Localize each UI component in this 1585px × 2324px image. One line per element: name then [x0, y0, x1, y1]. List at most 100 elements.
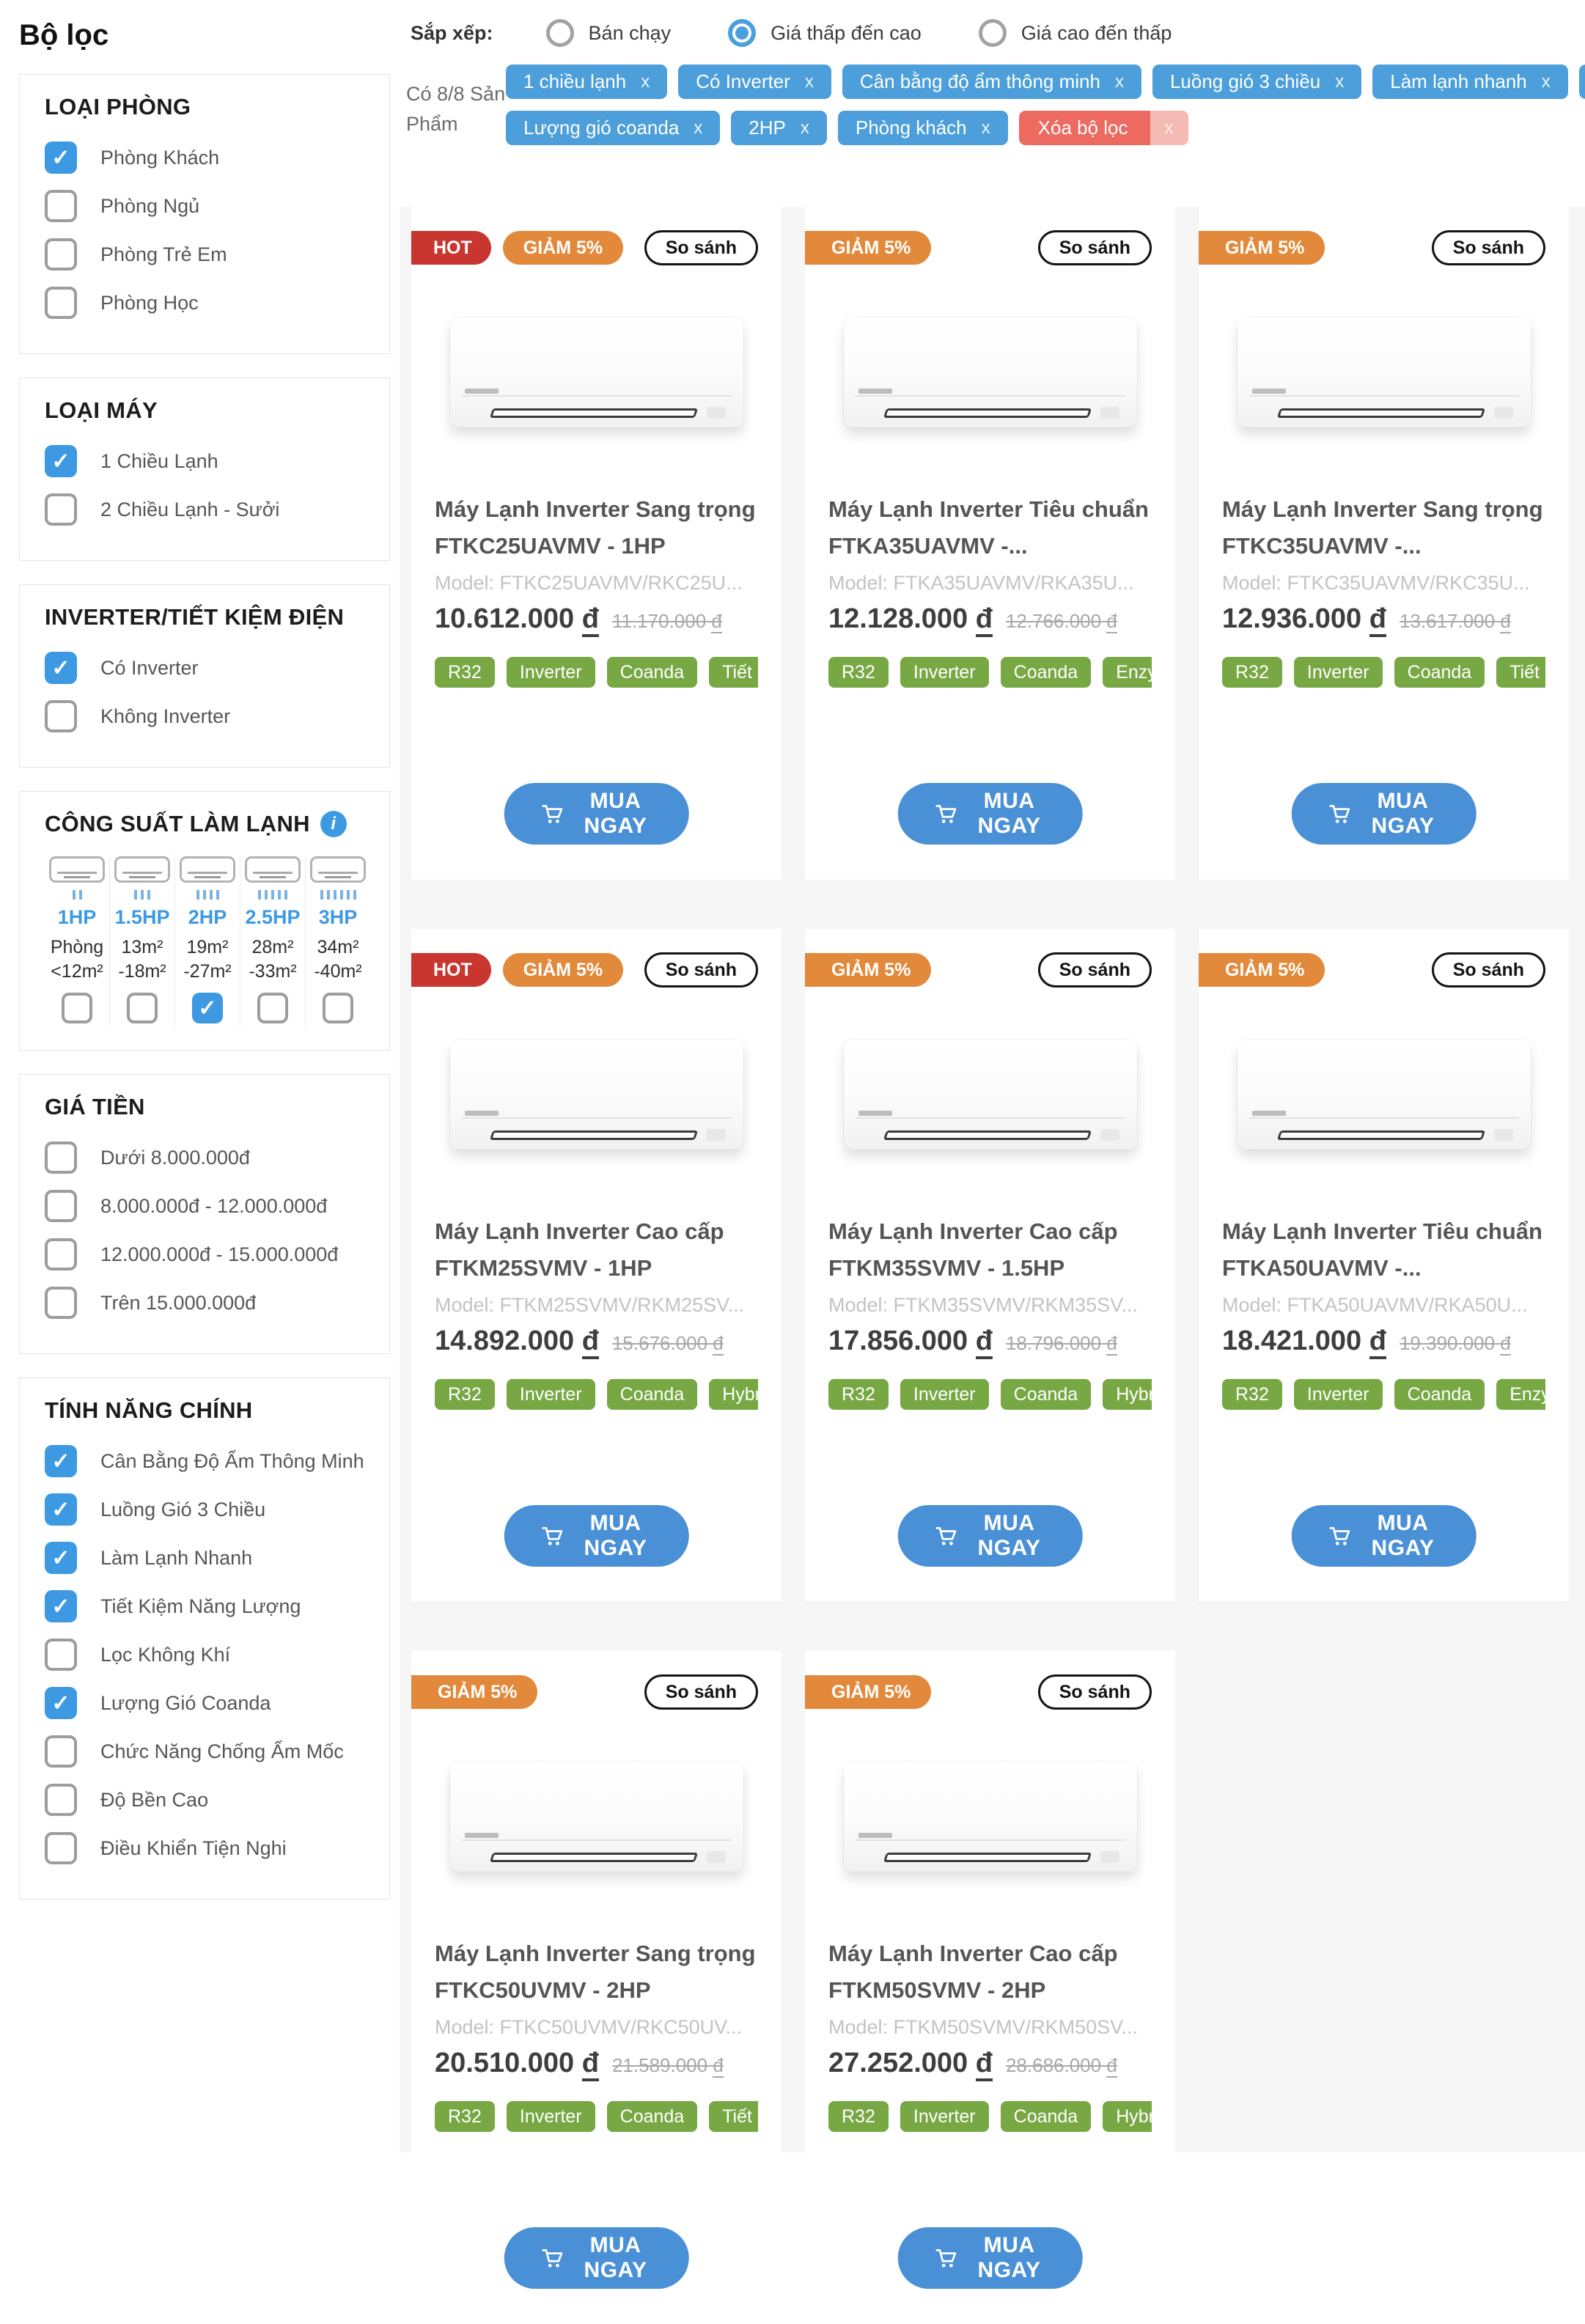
- product-title[interactable]: Máy Lạnh Inverter Cao cấp FTKM50SVMV - 2…: [828, 1941, 1118, 2004]
- badges-row: GIẢM 5% So sánh: [1199, 952, 1545, 988]
- filter-checkbox-gia-tien-2[interactable]: 12.000.000đ - 15.000.000đ: [45, 1235, 370, 1274]
- filter-checkbox-tinh-nang-0[interactable]: ✓ Cân Bằng Độ Ẩm Thông Minh: [45, 1441, 370, 1481]
- filter-chip[interactable]: 1 chiều lạnh x: [506, 65, 668, 99]
- filter-checkbox-gia-tien-1[interactable]: 8.000.000đ - 12.000.000đ: [45, 1186, 370, 1226]
- compare-button[interactable]: So sánh: [644, 1674, 758, 1710]
- checkbox-unchecked[interactable]: [62, 993, 92, 1023]
- product-image[interactable]: [828, 988, 1152, 1202]
- brand-logo-mark: [464, 1111, 499, 1116]
- checkbox-unchecked[interactable]: [257, 993, 288, 1023]
- filter-checkbox-tinh-nang-4[interactable]: Lọc Không Khí: [45, 1635, 370, 1674]
- sort-option-1[interactable]: Giá thấp đến cao: [728, 19, 922, 47]
- filter-checkbox-tinh-nang-3[interactable]: ✓ Tiết Kiệm Năng Lượng: [45, 1586, 370, 1626]
- buy-now-button[interactable]: MUA NGAY: [1291, 1505, 1476, 1567]
- checkbox-label: Không Inverter: [100, 705, 231, 727]
- filter-checkbox-tinh-nang-5[interactable]: ✓ Lượng Gió Coanda: [45, 1683, 370, 1723]
- product-image[interactable]: [828, 265, 1152, 479]
- filter-chip[interactable]: Làm lạnh nhanh x: [1372, 65, 1568, 99]
- buy-now-button[interactable]: MUA NGAY: [897, 783, 1083, 845]
- product-title[interactable]: Máy Lạnh Inverter Sang trọng FTKC25UAVMV…: [435, 496, 756, 559]
- compare-button[interactable]: So sánh: [1037, 230, 1152, 265]
- info-icon[interactable]: i: [320, 811, 347, 837]
- buy-now-label: MUA NGAY: [1371, 789, 1435, 838]
- checkbox-unchecked[interactable]: [323, 993, 353, 1023]
- product-image[interactable]: [435, 988, 758, 1202]
- buy-now-button[interactable]: MUA NGAY: [897, 1505, 1083, 1567]
- sort-option-2[interactable]: Giá cao đến thấp: [978, 19, 1172, 47]
- sort-option-0[interactable]: Bán chạy: [545, 19, 671, 47]
- filter-checkbox-loai-phong-2[interactable]: Phòng Trẻ Em: [45, 235, 370, 274]
- remove-chip-icon[interactable]: x: [981, 117, 990, 138]
- checkbox-unchecked: [45, 287, 77, 319]
- filter-checkbox-gia-tien-3[interactable]: Trên 15.000.000đ: [45, 1283, 370, 1323]
- remove-chip-icon[interactable]: x: [800, 117, 809, 138]
- hot-badge: HOT: [411, 231, 491, 265]
- compare-button[interactable]: So sánh: [1037, 952, 1152, 988]
- airflow-tick: [278, 890, 281, 900]
- remove-chip-icon[interactable]: x: [804, 71, 814, 92]
- product-title[interactable]: Máy Lạnh Inverter Sang trọng FTKC35UAVMV…: [1222, 496, 1543, 559]
- filter-chip[interactable]: Cân bằng độ ẩm thông minh x: [842, 65, 1141, 99]
- filter-chip[interactable]: Luồng gió 3 chiều x: [1152, 65, 1362, 99]
- filter-checkbox-loai-may-0[interactable]: ✓ 1 Chiều Lạnh: [45, 441, 370, 481]
- product-image[interactable]: [1222, 265, 1545, 479]
- product-old-price: 18.796.000 đ: [1005, 1332, 1117, 1356]
- clear-filters-chip[interactable]: Xóa bộ lọc x: [1018, 111, 1188, 145]
- remove-chip-icon[interactable]: x: [1541, 71, 1551, 92]
- filter-checkbox-inverter-1[interactable]: Không Inverter: [45, 696, 370, 736]
- filter-chip[interactable]: Phòng khách x: [837, 111, 1008, 145]
- buy-now-button[interactable]: MUA NGAY: [1291, 783, 1476, 845]
- capacity-hp-label: 2.5HP: [245, 906, 301, 928]
- airflow-ticks: [258, 889, 287, 900]
- product-title[interactable]: Máy Lạnh Inverter Tiêu chuẩn FTKA50UAVMV…: [1222, 1218, 1542, 1281]
- compare-button[interactable]: So sánh: [644, 952, 758, 988]
- filter-checkbox-tinh-nang-2[interactable]: ✓ Làm Lạnh Nhanh: [45, 1538, 370, 1578]
- filter-checkbox-loai-phong-0[interactable]: ✓ Phòng Khách: [45, 138, 370, 177]
- chip-label: Cân bằng độ ẩm thông minh: [859, 70, 1100, 92]
- filter-checkbox-gia-tien-0[interactable]: Dưới 8.000.000đ: [45, 1138, 370, 1177]
- product-image[interactable]: [828, 1710, 1152, 1924]
- remove-chip-icon[interactable]: x: [1150, 111, 1188, 145]
- filter-checkbox-tinh-nang-1[interactable]: ✓ Luồng Gió 3 Chiều: [45, 1490, 370, 1529]
- filter-chip[interactable]: Có Inverter x: [678, 65, 831, 99]
- filter-checkbox-loai-may-1[interactable]: 2 Chiều Lạnh - Sưởi: [45, 490, 370, 529]
- product-old-price: 19.390.000 đ: [1399, 1332, 1511, 1356]
- filter-checkbox-tinh-nang-6[interactable]: Chức Năng Chống Ẩm Mốc: [45, 1732, 370, 1771]
- filter-checkbox-tinh-nang-8[interactable]: Điều Khiển Tiện Nghi: [45, 1828, 370, 1868]
- filter-chip[interactable]: Lượng gió coanda x: [506, 111, 721, 145]
- product-image[interactable]: [435, 1710, 758, 1924]
- filter-checkbox-inverter-0[interactable]: ✓ Có Inverter: [45, 648, 370, 688]
- buy-now-button[interactable]: MUA NGAY: [504, 1505, 689, 1567]
- filter-chip[interactable]: 2HP x: [731, 111, 827, 145]
- product-title[interactable]: Máy Lạnh Inverter Tiêu chuẩn FTKA35UAVMV…: [828, 496, 1149, 559]
- compare-button[interactable]: So sánh: [1431, 230, 1545, 265]
- product-title[interactable]: Máy Lạnh Inverter Sang trọng FTKC50UVMV …: [435, 1941, 756, 2004]
- remove-chip-icon[interactable]: x: [1335, 71, 1345, 92]
- filter-checkbox-tinh-nang-7[interactable]: Độ Bền Cao: [45, 1780, 370, 1820]
- filter-chip[interactable]: Tiết kiệm năng lượngx: [1578, 65, 1585, 99]
- result-count: Có 8/8 Sản Phẩm: [406, 83, 506, 135]
- product-image[interactable]: [435, 265, 758, 479]
- capacity-area-line1: 28m²: [251, 937, 294, 957]
- buy-now-button[interactable]: MUA NGAY: [897, 2227, 1083, 2289]
- product-title[interactable]: Máy Lạnh Inverter Cao cấp FTKM25SVMV - 1…: [435, 1218, 724, 1281]
- buy-now-button[interactable]: MUA NGAY: [504, 2227, 689, 2289]
- remove-chip-icon[interactable]: x: [1114, 71, 1124, 92]
- buy-now-button[interactable]: MUA NGAY: [504, 783, 689, 845]
- badges-row: GIẢM 5% So sánh: [411, 1674, 758, 1710]
- product-card: GIẢM 5% So sánh Máy Lạnh Inverter Cao cấ…: [805, 1651, 1175, 2324]
- product-image[interactable]: [1222, 988, 1545, 1202]
- remove-chip-icon[interactable]: x: [641, 71, 650, 92]
- remove-chip-icon[interactable]: x: [694, 117, 703, 138]
- checkbox-label: Phòng Ngủ: [100, 194, 200, 217]
- checkbox-checked[interactable]: ✓: [192, 993, 223, 1023]
- filter-checkbox-loai-phong-3[interactable]: Phòng Học: [45, 283, 370, 323]
- product-title[interactable]: Máy Lạnh Inverter Cao cấp FTKM35SVMV - 1…: [828, 1218, 1118, 1281]
- compare-button[interactable]: So sánh: [644, 230, 758, 265]
- capacity-area-line2: -18m²: [118, 960, 166, 982]
- product-model: Model: FTKM50SVMV/RKM50SV...: [828, 2016, 1139, 2038]
- filter-checkbox-loai-phong-1[interactable]: Phòng Ngủ: [45, 186, 370, 226]
- checkbox-unchecked[interactable]: [127, 993, 158, 1023]
- compare-button[interactable]: So sánh: [1431, 952, 1545, 988]
- compare-button[interactable]: So sánh: [1037, 1674, 1152, 1710]
